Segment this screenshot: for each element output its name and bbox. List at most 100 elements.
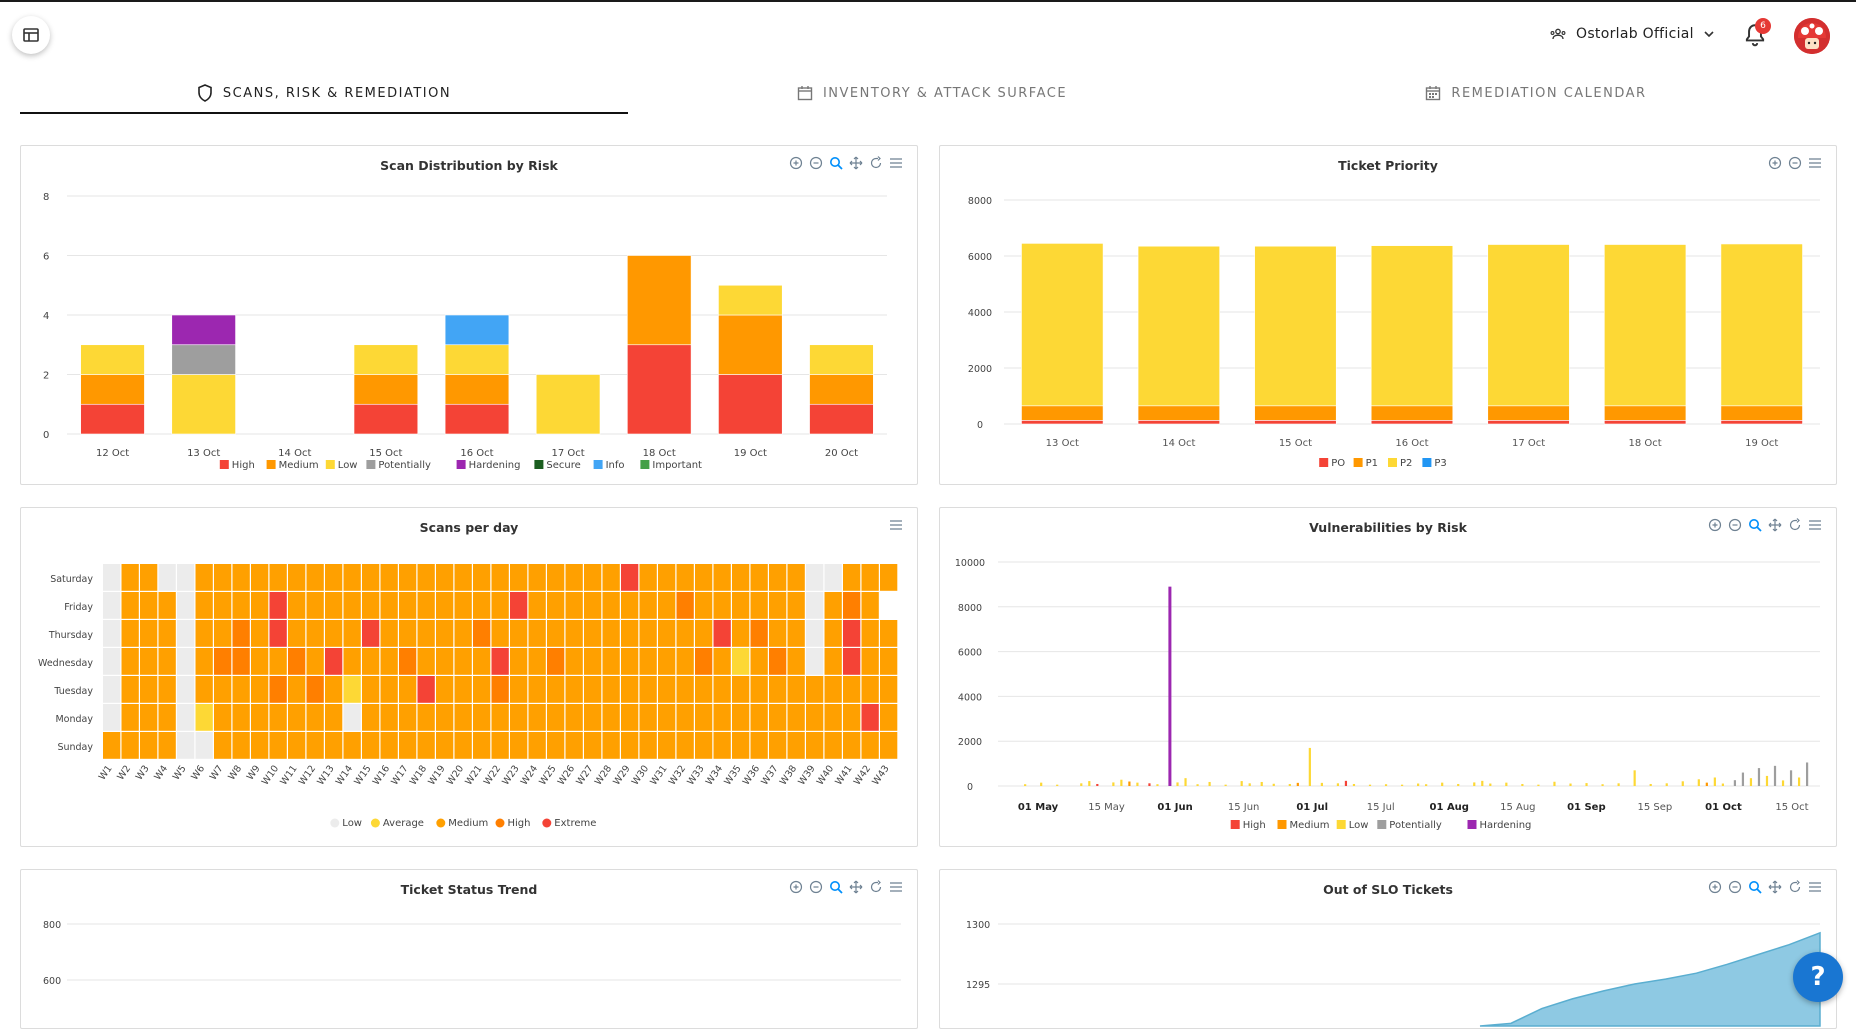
menu-icon[interactable] xyxy=(1808,156,1822,170)
chart-toolbar xyxy=(1768,156,1822,170)
heatmap-cell xyxy=(750,732,768,759)
reset-zoom-icon[interactable] xyxy=(1788,880,1802,894)
heatmap-cell xyxy=(602,620,620,647)
heatmap-cell xyxy=(158,704,176,731)
heatmap-cell xyxy=(288,620,306,647)
heatmap-cell xyxy=(621,704,639,731)
zoom-in-icon[interactable] xyxy=(1708,880,1722,894)
dashboard-menu-button[interactable] xyxy=(12,16,50,54)
menu-icon[interactable] xyxy=(1808,518,1822,532)
heatmap-cell xyxy=(824,592,842,619)
heatmap-cell xyxy=(750,592,768,619)
legend-marker xyxy=(325,460,335,469)
heatmap-cell xyxy=(436,676,454,703)
menu-icon[interactable] xyxy=(889,518,903,532)
zoom-in-icon[interactable] xyxy=(1708,518,1722,532)
y-tick-label: 4000 xyxy=(958,692,982,703)
heatmap-cell xyxy=(639,592,657,619)
heatmap-cell xyxy=(399,704,417,731)
selection-zoom-icon[interactable] xyxy=(1748,518,1762,532)
vulnerability-bar xyxy=(1272,783,1275,786)
heatmap-cell xyxy=(491,564,509,591)
heatmap-cell xyxy=(732,592,750,619)
heatmap-cell xyxy=(713,732,731,759)
menu-icon[interactable] xyxy=(1808,880,1822,894)
heatmap-cell xyxy=(824,732,842,759)
pan-icon[interactable] xyxy=(1768,880,1782,894)
zoom-in-icon[interactable] xyxy=(1768,156,1782,170)
zoom-out-icon[interactable] xyxy=(809,156,823,170)
heatmap-cell xyxy=(362,732,380,759)
vulnerability-bar xyxy=(1553,781,1556,786)
heatmap-cell xyxy=(750,704,768,731)
organization-selector[interactable]: Ostorlab Official xyxy=(1550,26,1714,42)
x-tick-label: 18 Oct xyxy=(643,448,676,459)
heatmap-cell xyxy=(787,592,805,619)
vulnerability-bar xyxy=(1248,783,1251,786)
reset-zoom-icon[interactable] xyxy=(869,880,883,894)
bar-segment xyxy=(1720,420,1803,425)
heatmap-cell xyxy=(306,592,324,619)
vulnerability-bar xyxy=(1585,783,1588,786)
legend-label: Info xyxy=(606,460,625,471)
x-tick-label: 15 Aug xyxy=(1500,802,1535,813)
help-button[interactable]: ? xyxy=(1793,952,1843,1002)
heatmap-cell xyxy=(880,704,898,731)
heatmap-cell xyxy=(473,704,491,731)
tab-remediation-calendar[interactable]: REMEDIATION CALENDAR xyxy=(1236,72,1836,114)
legend-marker xyxy=(219,460,229,469)
heatmap-cell xyxy=(380,676,398,703)
vulnerability-bar xyxy=(1425,784,1428,786)
zoom-out-icon[interactable] xyxy=(1788,156,1802,170)
y-tick-label: 4 xyxy=(43,311,49,322)
heatmap-cell xyxy=(639,620,657,647)
bar-segment xyxy=(1137,405,1220,421)
legend-label: High xyxy=(508,818,531,829)
selection-zoom-icon[interactable] xyxy=(829,880,843,894)
menu-icon[interactable] xyxy=(889,156,903,170)
zoom-in-icon[interactable] xyxy=(789,156,803,170)
legend-label: Extreme xyxy=(554,818,596,829)
bar-segment xyxy=(353,374,419,405)
heatmap-cell xyxy=(750,564,768,591)
pan-icon[interactable] xyxy=(849,156,863,170)
y-tick-label: 0 xyxy=(977,420,983,431)
user-avatar[interactable] xyxy=(1794,18,1830,54)
menu-icon[interactable] xyxy=(889,880,903,894)
column-label: W23 xyxy=(500,763,521,787)
heatmap-cell xyxy=(343,648,361,675)
zoom-out-icon[interactable] xyxy=(1728,880,1742,894)
heatmap-cell xyxy=(325,676,343,703)
heatmap-cell xyxy=(343,676,361,703)
heatmap-cell xyxy=(177,648,195,675)
heatmap-cell xyxy=(843,620,861,647)
pan-icon[interactable] xyxy=(849,880,863,894)
heatmap-cell xyxy=(658,732,676,759)
calendar-grid-icon xyxy=(1426,86,1441,101)
heatmap-cell xyxy=(732,648,750,675)
tab-scans-risk-remediation[interactable]: SCANS, RISK & REMEDIATION xyxy=(20,72,628,114)
tab-inventory-attack-surface[interactable]: INVENTORY & ATTACK SURFACE xyxy=(628,72,1236,114)
zoom-out-icon[interactable] xyxy=(1728,518,1742,532)
heatmap-cell xyxy=(547,648,565,675)
reset-zoom-icon[interactable] xyxy=(869,156,883,170)
selection-zoom-icon[interactable] xyxy=(1748,880,1762,894)
pan-icon[interactable] xyxy=(1768,518,1782,532)
zoom-out-icon[interactable] xyxy=(809,880,823,894)
heatmap-cell xyxy=(584,592,602,619)
selection-zoom-icon[interactable] xyxy=(829,156,843,170)
heatmap-cell xyxy=(806,704,824,731)
bar-segment xyxy=(1487,244,1570,407)
heatmap-cell xyxy=(362,648,380,675)
heatmap-cell xyxy=(787,704,805,731)
vulnerability-bar xyxy=(1749,778,1753,786)
zoom-in-icon[interactable] xyxy=(789,880,803,894)
heatmap-cell xyxy=(565,564,583,591)
reset-zoom-icon[interactable] xyxy=(1788,518,1802,532)
bar-segment xyxy=(1021,243,1104,407)
vulnerability-bar xyxy=(1681,781,1684,786)
column-label: W16 xyxy=(371,763,392,787)
heatmap-cell xyxy=(251,592,269,619)
legend-marker xyxy=(1422,458,1432,467)
chart-toolbar xyxy=(789,156,903,170)
